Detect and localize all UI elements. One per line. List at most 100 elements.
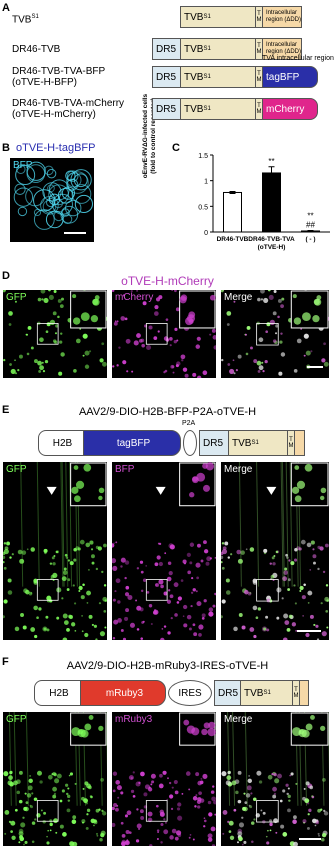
cell xyxy=(249,592,252,594)
dendrite xyxy=(25,712,29,806)
cell xyxy=(214,813,216,816)
cell xyxy=(8,311,13,316)
cell xyxy=(320,602,323,605)
cell xyxy=(169,794,174,799)
cell xyxy=(227,363,231,366)
cell xyxy=(63,620,69,625)
cell xyxy=(237,831,243,837)
cell xyxy=(65,783,69,787)
cell xyxy=(126,370,129,373)
cell xyxy=(52,786,57,792)
cell xyxy=(189,834,192,836)
cell xyxy=(213,345,216,350)
cell xyxy=(309,785,314,790)
cell xyxy=(277,299,282,303)
cell xyxy=(175,307,180,312)
roi-box xyxy=(145,323,168,345)
cell xyxy=(124,840,130,846)
cell xyxy=(112,365,115,368)
cell xyxy=(221,566,225,570)
cell xyxy=(282,789,286,793)
cell xyxy=(34,818,37,821)
cell xyxy=(116,320,119,323)
cell xyxy=(112,806,115,811)
micrograph-texture xyxy=(3,462,107,640)
cell xyxy=(84,364,90,369)
cell xyxy=(149,844,153,846)
cell xyxy=(245,352,249,356)
cell xyxy=(211,796,216,802)
cell xyxy=(41,298,44,301)
cell xyxy=(303,354,306,357)
cell xyxy=(81,819,86,824)
cell-outline xyxy=(66,178,79,191)
cell xyxy=(277,773,282,779)
cell xyxy=(168,781,172,785)
roi-box xyxy=(145,579,168,601)
cell xyxy=(207,837,213,842)
cell xyxy=(192,372,197,377)
cell xyxy=(285,553,289,557)
cell xyxy=(17,369,20,372)
cell xyxy=(306,826,310,830)
cell xyxy=(150,623,153,626)
cell xyxy=(47,829,50,832)
inset-cell xyxy=(88,714,94,720)
cell xyxy=(203,819,207,823)
cell-outline xyxy=(66,170,79,182)
cell xyxy=(54,778,60,784)
tvb-label: TVB xyxy=(184,43,204,55)
scale-bar xyxy=(64,232,86,234)
inset-cell xyxy=(183,719,190,726)
cell xyxy=(229,368,235,374)
cell xyxy=(39,337,44,343)
cell xyxy=(31,792,34,795)
cell xyxy=(196,601,202,607)
cell xyxy=(208,611,214,617)
cell-outline xyxy=(14,183,26,195)
dr5-box: DR5 xyxy=(214,680,241,706)
scale-bar xyxy=(297,630,321,632)
cell xyxy=(140,771,145,777)
micrograph: Merge xyxy=(221,712,329,846)
cell xyxy=(305,350,311,356)
cell xyxy=(269,829,272,832)
cell xyxy=(244,801,248,805)
cell xyxy=(136,567,140,570)
cell xyxy=(202,370,208,376)
inset xyxy=(290,290,329,329)
dendrite xyxy=(285,462,289,587)
tail-box: tagBFP xyxy=(262,66,318,88)
dendrite xyxy=(327,712,329,774)
cell xyxy=(300,539,306,545)
cell xyxy=(3,548,9,555)
cell xyxy=(8,775,13,781)
cell xyxy=(150,783,153,786)
cell xyxy=(160,584,164,589)
micrograph: BFP xyxy=(10,158,94,242)
cell xyxy=(3,358,6,362)
cell xyxy=(324,543,329,548)
cell xyxy=(243,792,246,795)
cell xyxy=(66,627,70,632)
cell xyxy=(305,781,310,786)
cell xyxy=(264,359,268,364)
cell xyxy=(113,802,118,808)
dr5-box: DR5 xyxy=(152,66,181,88)
cell xyxy=(272,311,277,316)
construct-name-text: DR46-TVB xyxy=(12,44,61,55)
error-bar xyxy=(268,166,275,180)
x-tick-label: DR46-TVB xyxy=(216,236,249,243)
cell xyxy=(142,620,145,623)
cell xyxy=(291,622,296,627)
cell xyxy=(244,589,249,595)
bar xyxy=(223,191,242,233)
cell xyxy=(60,352,65,357)
cell xyxy=(256,770,262,776)
cell xyxy=(210,826,216,832)
micrograph-texture xyxy=(112,290,216,378)
cell xyxy=(69,561,74,566)
dendrite xyxy=(61,462,65,587)
cell xyxy=(23,843,25,846)
cell xyxy=(64,553,68,557)
